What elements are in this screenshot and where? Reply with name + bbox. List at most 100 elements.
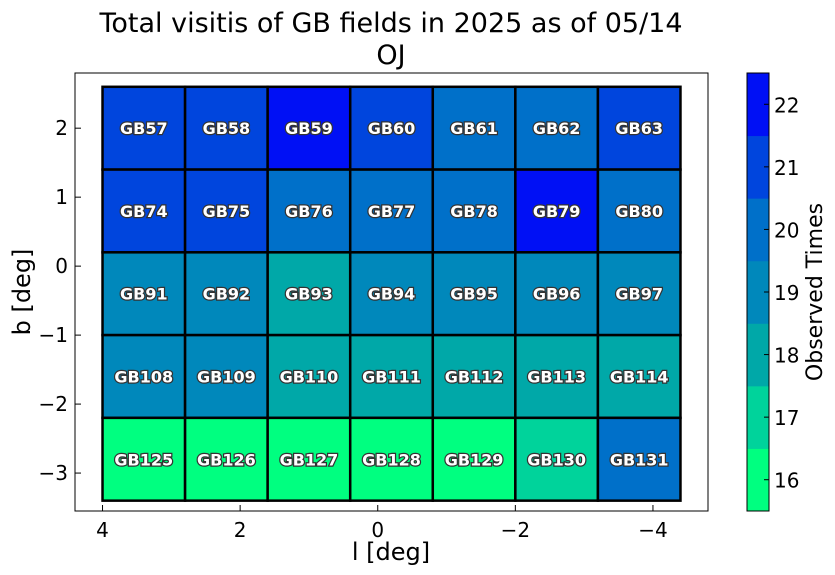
field-cell: GB130 — [514, 416, 600, 502]
colorbar-segment — [747, 135, 769, 199]
field-label: GB61 — [450, 119, 498, 138]
field-cell: GB77 — [348, 168, 435, 254]
field-rect — [183, 168, 269, 254]
y-tick-label: −1 — [39, 323, 68, 347]
field-rect — [596, 85, 682, 171]
field-cell: GB61 — [431, 85, 517, 171]
field-label: GB108 — [114, 367, 173, 386]
field-label: GB79 — [533, 202, 581, 221]
field-label: GB78 — [450, 202, 498, 221]
field-rect — [431, 333, 517, 420]
y-tick-label: −2 — [39, 392, 68, 416]
field-label: GB75 — [203, 202, 251, 221]
field-cell: GB75 — [183, 168, 269, 254]
colorbar-segment — [747, 448, 769, 512]
y-axis-label: b [deg] — [8, 249, 36, 336]
field-cell: GB91 — [101, 251, 187, 337]
field-label: GB92 — [203, 285, 251, 304]
colorbar-tick-label: 20 — [774, 218, 799, 242]
x-tick-label: 0 — [371, 518, 384, 542]
field-label: GB94 — [368, 285, 416, 304]
field-rect — [348, 251, 435, 337]
field-rect — [596, 251, 682, 337]
field-label: GB113 — [527, 367, 586, 386]
field-cell: GB58 — [183, 85, 269, 171]
field-label: GB129 — [445, 450, 504, 469]
field-label: GB127 — [280, 450, 339, 469]
field-label: GB125 — [114, 450, 173, 469]
field-cell: GB57 — [101, 85, 187, 171]
field-label: GB63 — [615, 119, 663, 138]
field-rect — [101, 333, 187, 420]
y-tick-label: −3 — [39, 461, 68, 485]
field-rect — [596, 416, 682, 502]
field-rect — [431, 251, 517, 337]
colorbar-segment — [747, 73, 769, 137]
colorbar-tick-label: 21 — [774, 156, 799, 180]
field-label: GB76 — [285, 202, 333, 221]
x-tick-label: 4 — [96, 518, 109, 542]
field-cell: GB111 — [348, 333, 435, 420]
field-label: GB60 — [368, 119, 416, 138]
field-cell: GB108 — [101, 333, 187, 420]
field-label: GB58 — [203, 119, 251, 138]
field-rect — [431, 416, 517, 502]
field-label: GB128 — [362, 450, 421, 469]
field-rect — [431, 85, 517, 171]
field-label: GB96 — [533, 285, 581, 304]
field-cell: GB109 — [183, 333, 269, 420]
x-axis-label: l [deg] — [352, 538, 430, 566]
field-rect — [101, 251, 187, 337]
field-cell: GB127 — [266, 416, 352, 502]
colorbar: 16 17 18 19 20 21 22 — [746, 72, 799, 512]
field-cell: GB78 — [431, 168, 517, 254]
field-cell: GB129 — [431, 416, 517, 502]
colorbar-label: Observed Times — [803, 203, 828, 381]
field-rect — [183, 416, 269, 502]
field-cell: GB60 — [348, 85, 435, 171]
colorbar-tick-label: 17 — [774, 406, 799, 430]
field-cell: GB110 — [266, 333, 352, 420]
x-tick-label: 2 — [234, 518, 247, 542]
colorbar-tick-label: 18 — [774, 344, 799, 368]
chart-subtitle: OJ — [376, 40, 405, 71]
field-cell: GB76 — [266, 168, 352, 254]
field-label: GB95 — [450, 285, 498, 304]
colorbar-segment — [747, 323, 769, 387]
field-cell: GB80 — [596, 168, 682, 254]
x-axis-ticks: 4 2 0 −2 −4 — [96, 505, 668, 542]
x-tick-label: −4 — [638, 518, 667, 542]
y-tick-label: 1 — [55, 185, 68, 209]
colorbar-tick-label: 16 — [774, 469, 799, 493]
field-cell: GB62 — [514, 85, 600, 171]
field-label: GB59 — [285, 119, 333, 138]
field-rect — [348, 168, 435, 254]
field-label: GB91 — [120, 285, 168, 304]
field-rect — [514, 251, 600, 337]
plot-area: GB57 GB58 GB59 GB60 GB61 GB62 GB63 GB74 GB75 GB76… — [39, 72, 709, 542]
field-cell: GB126 — [183, 416, 269, 502]
field-label: GB131 — [610, 450, 669, 469]
field-label: GB93 — [285, 285, 333, 304]
colorbar-segment — [747, 385, 769, 449]
colorbar-segment — [747, 198, 769, 262]
field-cell: GB59 — [266, 85, 352, 171]
field-cell: GB125 — [101, 416, 187, 502]
field-rect — [596, 333, 682, 420]
colorbar-segment — [747, 260, 769, 324]
field-cell: GB113 — [514, 333, 600, 420]
colorbar-tick-label: 22 — [774, 93, 799, 117]
field-label: GB74 — [120, 202, 168, 221]
field-cell: GB74 — [101, 168, 187, 254]
x-tick-label: −2 — [501, 518, 530, 542]
y-axis-ticks: 2 1 0 −1 −2 −3 — [39, 116, 81, 485]
field-cell: GB92 — [183, 251, 269, 337]
colorbar-tick-label: 19 — [774, 281, 799, 305]
field-rect — [514, 416, 600, 502]
field-cell: GB114 — [596, 333, 682, 420]
heatmap-cells: GB57 GB58 GB59 GB60 GB61 GB62 GB63 GB74 GB75 GB76… — [101, 85, 682, 502]
field-cell: GB131 — [596, 416, 682, 502]
field-label: GB62 — [533, 119, 581, 138]
field-label: GB97 — [615, 285, 663, 304]
